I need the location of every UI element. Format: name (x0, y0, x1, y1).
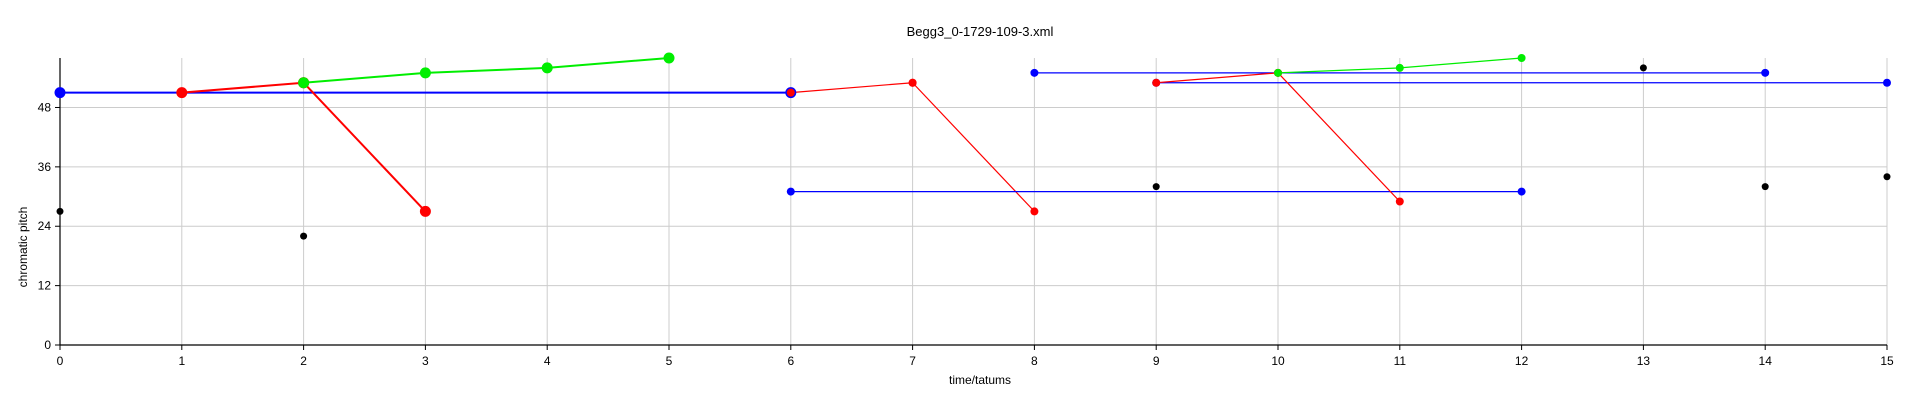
data-point (54, 87, 66, 99)
black-data-point (1761, 183, 1769, 191)
data-point (1030, 207, 1039, 216)
x-tick-label: 15 (1880, 354, 1894, 368)
data-point (786, 187, 795, 196)
data-point (1761, 68, 1770, 77)
y-tick-label: 24 (38, 219, 52, 233)
series-line (303, 57, 670, 84)
series-line (912, 82, 1035, 212)
series-line (1156, 72, 1279, 84)
x-tick-label: 14 (1759, 354, 1773, 368)
data-point (298, 77, 310, 89)
black-data-point (1639, 64, 1647, 72)
data-point (1030, 68, 1039, 77)
y-tick-label: 48 (38, 100, 52, 114)
x-tick-label: 13 (1637, 354, 1651, 368)
x-tick-label: 8 (1031, 354, 1038, 368)
black-data-point (1152, 183, 1160, 191)
axes (55, 58, 1888, 350)
x-tick-label: 3 (422, 354, 429, 368)
series-lines (60, 57, 1887, 213)
x-tick-label: 0 (57, 354, 64, 368)
data-point (176, 87, 188, 99)
data-point (908, 78, 917, 87)
x-tick-label: 2 (300, 354, 307, 368)
data-point (1395, 197, 1404, 206)
series-line (181, 81, 304, 94)
x-tick-label: 7 (909, 354, 916, 368)
x-tick-label: 12 (1515, 354, 1529, 368)
data-point (663, 52, 675, 64)
black-data-point (300, 232, 308, 240)
series-line (790, 82, 913, 94)
x-tick-label: 4 (544, 354, 551, 368)
data-point (419, 67, 431, 79)
y-tick-labels: 0 12 24 36 48 (38, 100, 52, 352)
series-line (302, 82, 427, 213)
data-point (1883, 78, 1891, 87)
x-tick-labels: 0 1 2 3 4 5 6 7 8 9 10 11 12 13 14 15 (57, 354, 1894, 368)
data-point (419, 205, 431, 217)
data-point (1395, 63, 1404, 72)
black-data-point (56, 207, 64, 215)
data-point (541, 62, 553, 74)
x-tick-label: 5 (666, 354, 673, 368)
data-points (54, 52, 1891, 240)
y-tick-label: 12 (38, 279, 52, 293)
x-tick-label: 6 (787, 354, 794, 368)
x-axis-label: time/tatums (949, 373, 1011, 387)
data-point (1517, 54, 1526, 62)
x-tick-label: 9 (1153, 354, 1160, 368)
data-point (1517, 187, 1526, 196)
x-tick-label: 10 (1271, 354, 1285, 368)
data-point (1152, 78, 1161, 87)
x-tick-label: 11 (1394, 354, 1407, 368)
black-data-point (1883, 173, 1891, 181)
data-point (1274, 68, 1282, 77)
chart-title: Begg3_0-1729-109-3.xml (907, 24, 1054, 39)
x-tick-label: 1 (178, 354, 185, 368)
data-point (786, 88, 795, 97)
y-axis-label: chromatic pitch (16, 207, 30, 288)
y-tick-label: 36 (38, 160, 52, 174)
grid-lines (59, 58, 1888, 346)
series-line (1277, 72, 1401, 202)
y-tick-label: 0 (44, 338, 51, 352)
